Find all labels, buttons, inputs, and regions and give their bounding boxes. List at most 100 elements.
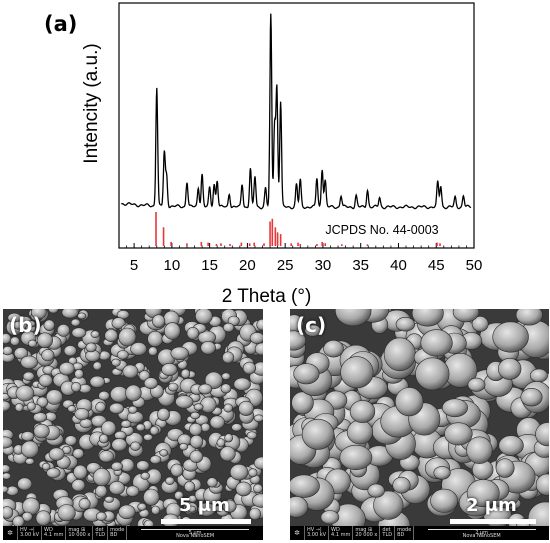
y-axis-label: Intencity (a.u.) bbox=[81, 43, 102, 163]
sem-particle bbox=[200, 396, 217, 414]
x-tick-label: 15 bbox=[201, 257, 218, 274]
sem-particle bbox=[498, 358, 522, 380]
panel-label-a: (a) bbox=[44, 12, 78, 36]
fei-logo-icon: ✲ bbox=[294, 529, 300, 537]
sem-particle bbox=[98, 450, 114, 463]
sem-particle bbox=[95, 484, 108, 498]
sem-particle bbox=[74, 407, 90, 421]
sem-particle bbox=[118, 327, 137, 347]
sem-particle bbox=[25, 457, 35, 465]
sem-particle bbox=[125, 485, 140, 497]
sem-particle bbox=[320, 510, 340, 525]
sem-particle bbox=[233, 377, 251, 391]
sem-particle bbox=[21, 511, 33, 522]
sem-particle bbox=[367, 483, 385, 498]
sem-particle bbox=[231, 423, 243, 432]
sem-image-c-panel: (c) 2 μm ✲ HV →| 3.00 kV WD 4.1 mm mag ⊞ 20… bbox=[290, 309, 549, 540]
sem-particle bbox=[109, 402, 125, 414]
sem-particle bbox=[111, 358, 121, 367]
sem-particle bbox=[73, 464, 88, 480]
sem-particle bbox=[392, 476, 411, 494]
sem-particle bbox=[111, 438, 128, 452]
sem-particle bbox=[130, 342, 148, 356]
sem-particle bbox=[15, 385, 35, 402]
sem-particle bbox=[248, 468, 258, 478]
sem-particle bbox=[466, 436, 493, 464]
sem-particle bbox=[20, 355, 39, 369]
sem-particle bbox=[56, 323, 70, 337]
sem-particle bbox=[495, 458, 515, 478]
sem-particle bbox=[35, 510, 52, 526]
sem-particle bbox=[3, 506, 14, 519]
sem-particle bbox=[147, 330, 164, 348]
sem-particle bbox=[85, 342, 97, 353]
sem-particle bbox=[125, 384, 142, 402]
sem-particle bbox=[411, 309, 444, 327]
sem-particle bbox=[151, 505, 161, 515]
sem-particle bbox=[452, 309, 480, 323]
fei-logo-icon: ✲ bbox=[7, 529, 13, 537]
sem-particle bbox=[21, 431, 35, 442]
sem-particle bbox=[64, 435, 78, 446]
sem-particle bbox=[98, 433, 109, 444]
sem-particle bbox=[46, 467, 61, 479]
xrd-chart: 5 10 15 20 25 30 35 40 45 50 2 Theta (°) Intencity … bbox=[81, 2, 483, 307]
sem-particle bbox=[98, 390, 110, 401]
sem-particle bbox=[229, 464, 249, 481]
sem-particle bbox=[170, 463, 184, 478]
sem-particle bbox=[304, 324, 322, 337]
scale-bar-b bbox=[161, 519, 251, 524]
sem-particle bbox=[253, 483, 263, 494]
sem-particle bbox=[189, 423, 203, 437]
sem-particle bbox=[394, 387, 424, 417]
sem-particle bbox=[3, 436, 13, 449]
sem-particle bbox=[157, 408, 170, 422]
sem-particle bbox=[78, 498, 91, 510]
sem-particle bbox=[130, 441, 141, 451]
sem-particle bbox=[63, 345, 77, 357]
sem-particle bbox=[223, 403, 233, 413]
sem-particle bbox=[3, 464, 11, 473]
x-tick-label: 30 bbox=[315, 257, 332, 274]
sem-particle bbox=[20, 440, 39, 458]
sem-particle bbox=[143, 433, 153, 441]
sem-particle bbox=[222, 351, 235, 364]
sem-particle bbox=[254, 342, 263, 356]
sem-particle bbox=[104, 495, 114, 503]
sem-particle bbox=[89, 375, 106, 388]
sem-particle bbox=[72, 448, 85, 459]
sem-particle bbox=[3, 485, 9, 493]
sem-particle bbox=[41, 462, 51, 471]
panel-label-b: (b) bbox=[9, 313, 42, 337]
reference-label: JCPDS No. 44-0003 bbox=[325, 223, 438, 237]
x-tick-label: 50 bbox=[466, 257, 483, 274]
sem-particle bbox=[249, 332, 263, 344]
sem-particle bbox=[174, 490, 184, 501]
sem-particle bbox=[339, 444, 373, 471]
sem-particle bbox=[467, 377, 486, 392]
panel-label-c: (c) bbox=[296, 313, 327, 337]
sem-particle bbox=[256, 318, 263, 331]
xrd-pattern-line bbox=[121, 13, 472, 210]
sem-particle bbox=[222, 322, 235, 333]
sem-particle bbox=[186, 326, 200, 340]
sem-particle bbox=[118, 504, 136, 520]
sem-particle bbox=[180, 368, 191, 379]
sem-particle bbox=[291, 391, 314, 415]
sem-particle bbox=[111, 317, 126, 330]
sem-particle bbox=[235, 481, 252, 497]
sem-particle bbox=[430, 488, 459, 513]
sem-particle bbox=[36, 332, 54, 349]
sem-particle bbox=[100, 420, 117, 437]
x-tick-label: 5 bbox=[130, 257, 138, 274]
sem-info-bar-c: ✲ HV →| 3.00 kV WD 4.1 mm mag ⊞ 20 000 x de… bbox=[290, 526, 549, 540]
sem-particle bbox=[152, 314, 166, 328]
sem-particle bbox=[224, 433, 234, 443]
sem-particle bbox=[466, 479, 500, 508]
x-tick-label: 45 bbox=[428, 257, 445, 274]
sem-particle bbox=[193, 403, 204, 411]
x-tick-label: 25 bbox=[277, 257, 294, 274]
x-tick-label: 10 bbox=[164, 257, 181, 274]
sem-particle bbox=[71, 327, 87, 339]
sem-particle bbox=[195, 309, 213, 325]
